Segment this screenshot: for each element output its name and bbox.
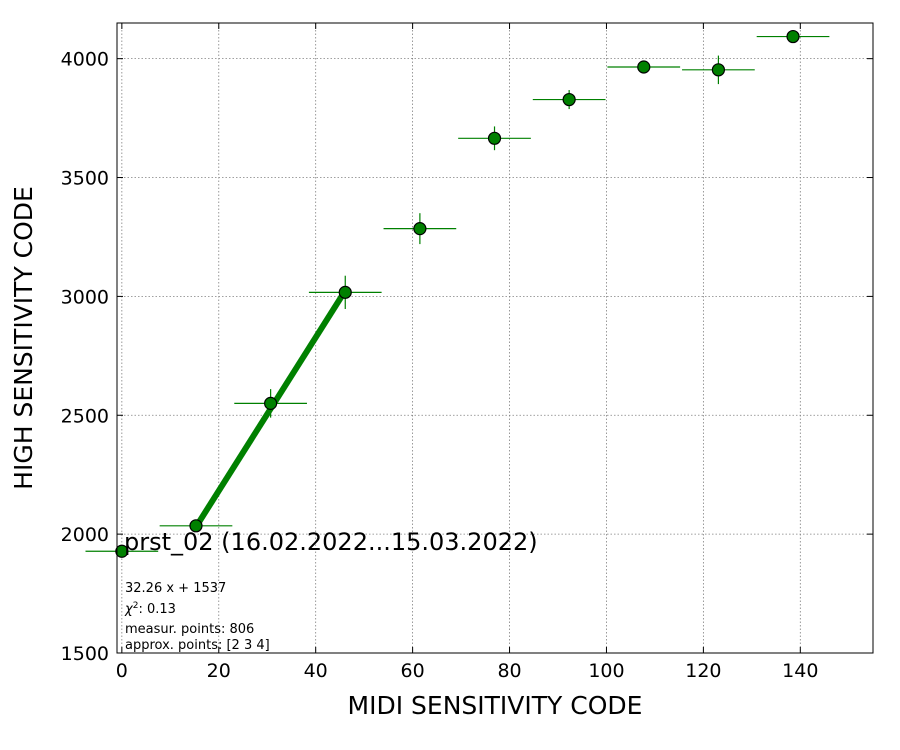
data-points-layer bbox=[85, 29, 830, 558]
data-point bbox=[458, 126, 531, 151]
point-marker bbox=[637, 60, 651, 74]
chi-square: χ2: 0.13 bbox=[124, 601, 176, 617]
point-marker bbox=[264, 396, 278, 410]
y-axis-title: HIGH SENSITIVITY CODE bbox=[9, 186, 38, 490]
chart-title: prst_02 (16.02.2022...15.03.2022) bbox=[124, 528, 538, 556]
point-marker bbox=[786, 29, 800, 44]
chi-value: : 0.13 bbox=[138, 602, 175, 617]
fit-equation: 32.26 x + 1537 bbox=[125, 581, 226, 596]
y-tick-label: 3500 bbox=[61, 168, 109, 190]
point-marker bbox=[115, 544, 129, 558]
data-point bbox=[234, 389, 307, 418]
data-point bbox=[756, 29, 830, 44]
x-tick-label: 40 bbox=[304, 660, 328, 682]
point-marker bbox=[338, 285, 352, 299]
point-marker bbox=[562, 92, 576, 107]
chi-power: 2 bbox=[133, 601, 139, 611]
point-marker bbox=[711, 63, 726, 77]
grid-lines bbox=[117, 23, 873, 654]
data-point bbox=[85, 544, 159, 558]
data-point bbox=[532, 90, 606, 110]
x-tick-label: 20 bbox=[207, 660, 231, 682]
y-tick-label: 1500 bbox=[61, 643, 109, 665]
x-tick-label: 100 bbox=[588, 660, 624, 682]
y-tick-label: 2000 bbox=[61, 524, 109, 546]
x-tick-label: 120 bbox=[685, 660, 721, 682]
point-marker bbox=[189, 519, 203, 533]
point-marker bbox=[487, 131, 502, 145]
point-marker bbox=[413, 222, 427, 236]
data-point bbox=[308, 275, 382, 309]
data-point bbox=[159, 519, 233, 533]
x-axis-title: MIDI SENSITIVITY CODE bbox=[348, 691, 643, 720]
x-tick-label: 140 bbox=[782, 660, 818, 682]
axis-ticks: 0 20 40 60 80 100 120 140 1500 2000 2500 3000 3500 40… bbox=[61, 23, 873, 682]
data-point bbox=[682, 55, 755, 85]
measured-points: measur. points: 806 bbox=[125, 622, 254, 637]
y-tick-label: 3000 bbox=[61, 286, 109, 308]
data-point bbox=[607, 60, 681, 74]
y-tick-label: 2500 bbox=[61, 405, 109, 427]
x-tick-label: 60 bbox=[401, 660, 425, 682]
x-tick-label: 0 bbox=[116, 660, 128, 682]
plot-frame bbox=[116, 22, 874, 654]
chi-symbol: χ bbox=[124, 602, 134, 617]
x-tick-label: 80 bbox=[497, 660, 521, 682]
data-point bbox=[383, 213, 457, 245]
y-tick-label: 4000 bbox=[61, 49, 109, 71]
approx-points: approx. points: [2 3 4] bbox=[125, 638, 270, 653]
